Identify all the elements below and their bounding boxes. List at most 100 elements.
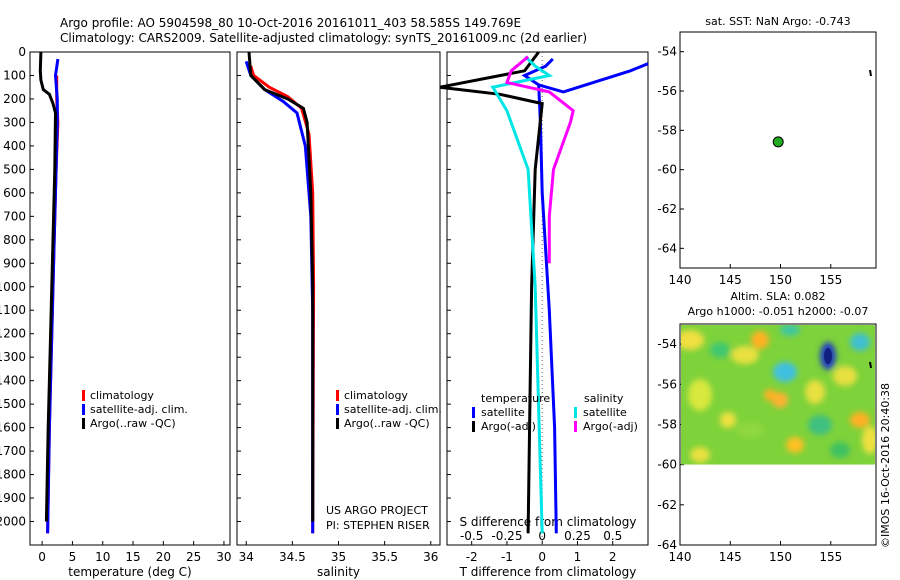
difference-top-label: S difference from climatology	[460, 515, 637, 529]
x-tick-label: 36	[423, 550, 438, 564]
map-y-tick-label: -56	[657, 84, 677, 98]
project-label: US ARGO PROJECT	[326, 504, 428, 517]
sla-subtitle: Argo h1000: -0.051 h2000: -0.07	[688, 305, 869, 318]
map-x-tick-label: 150	[769, 273, 792, 287]
map-y-tick-label: -64	[657, 538, 677, 552]
sla-anomaly-blob	[710, 342, 730, 358]
difference-line-3	[490, 55, 554, 534]
map-y-tick-label: -54	[657, 337, 677, 351]
salinity-line-1	[244, 60, 315, 534]
difference-legend-entry: satellite	[583, 406, 627, 419]
x-tick-label: 15	[125, 550, 140, 564]
difference-legend-swatch	[574, 407, 577, 418]
x-tick-label: -1	[501, 550, 513, 564]
temperature-legend-entry: satellite-adj. clim.	[90, 403, 188, 416]
x-tick-label: 30	[216, 550, 231, 564]
depth-tick-label: 1200	[0, 327, 26, 341]
x-tick-label: 0	[538, 550, 546, 564]
salinity-legend-swatch	[336, 418, 339, 429]
x-tick-label: 25	[186, 550, 201, 564]
salinity-profile-xlabel: salinity	[317, 565, 360, 579]
coast-fragment	[869, 69, 872, 77]
difference-legend-title-t: temperature	[481, 392, 550, 405]
temperature-profile-frame	[29, 51, 231, 546]
depth-tick-label: 100	[3, 68, 26, 82]
sla-anomaly-blob	[690, 447, 710, 463]
map-x-tick-label: 150	[769, 550, 792, 564]
depth-tick-label: 1900	[0, 491, 26, 505]
depth-tick-label: 600	[3, 186, 26, 200]
sla-anomaly-blob	[720, 412, 736, 428]
salinity-legend-swatch	[336, 404, 339, 415]
temperature-legend-swatch	[82, 390, 85, 401]
sla-anomaly-blob	[736, 422, 764, 438]
sla-eddy-core	[824, 348, 832, 364]
temperature-profile-xlabel: temperature (deg C)	[68, 565, 191, 579]
x-tick-label: 10	[95, 550, 110, 564]
depth-tick-label: 1100	[0, 303, 26, 317]
depth-tick-label: 700	[3, 209, 26, 223]
map-y-tick-label: -60	[657, 163, 677, 177]
sla-anomaly-blob	[773, 362, 797, 382]
salinity-line-2	[247, 51, 315, 522]
depth-tick-label: 1800	[0, 468, 26, 482]
difference-line-2	[439, 51, 544, 534]
difference-legend-swatch	[574, 421, 577, 432]
x-tick-label: 34.5	[279, 550, 306, 564]
x-tick-label: 0	[38, 550, 46, 564]
sla-anomaly-blob	[731, 346, 759, 364]
float-position-marker	[772, 136, 784, 148]
sla-field	[681, 325, 875, 465]
imos-timestamp: ©IMOS 16-Oct-2016 20:40:38	[879, 383, 892, 548]
map-y-tick-label: -58	[657, 417, 677, 431]
difference-legend-entry: Argo(-adj)	[481, 420, 536, 433]
sla-title: Altim. SLA: 0.082	[730, 290, 825, 303]
x-tick-label: 1	[574, 550, 582, 564]
sla-anomaly-blob	[751, 331, 769, 349]
temperature-line-2	[38, 51, 58, 522]
x-tick-label: 20	[156, 550, 171, 564]
depth-tick-label: 1600	[0, 421, 26, 435]
salinity-legend-entry: Argo(..raw -QC)	[344, 417, 430, 430]
x-tick-label: -2	[466, 550, 478, 564]
depth-tick-label: 0	[18, 45, 26, 59]
sla-anomaly-blob	[772, 392, 788, 408]
difference-xlabel: T difference from climatology	[459, 565, 637, 579]
depth-tick-label: 1000	[0, 280, 26, 294]
map-x-tick-label: 155	[819, 550, 842, 564]
difference-legend-swatch	[472, 407, 475, 418]
sla-anomaly-blob	[786, 437, 804, 453]
depth-tick-label: 1500	[0, 397, 26, 411]
depth-tick-label: 300	[3, 115, 26, 129]
x-tick-label: 5	[69, 550, 77, 564]
sla-anomaly-blob	[808, 415, 832, 435]
map-y-tick-label: -58	[657, 123, 677, 137]
sla-anomaly-blob	[764, 389, 776, 401]
map-y-tick-label: -54	[657, 45, 677, 59]
map-x-tick-label: 145	[719, 273, 742, 287]
x-tick-label: 35	[331, 550, 346, 564]
sla-anomaly-blob	[681, 330, 704, 350]
sla-anomaly-blob	[805, 380, 825, 404]
temperature-legend-entry: climatology	[90, 389, 154, 402]
depth-tick-label: 1700	[0, 444, 26, 458]
salinity-legend-entry: satellite-adj. clim.	[344, 403, 442, 416]
x-tick-label: 35.5	[371, 550, 398, 564]
s-tick-label: -0.5	[460, 529, 483, 543]
sla-anomaly-blob	[850, 412, 870, 428]
map-y-tick-label: -64	[657, 241, 677, 255]
map-y-tick-label: -62	[657, 498, 677, 512]
sst-map-frame	[679, 31, 877, 269]
x-tick-label: 2	[609, 550, 617, 564]
map-x-tick-label: 140	[669, 550, 692, 564]
sla-anomaly-blob	[688, 379, 712, 411]
sla-anomaly-blob	[833, 366, 857, 386]
difference-legend-entry: satellite	[481, 406, 525, 419]
difference-frame	[446, 51, 649, 546]
plots-layer: 0100200300400500600700800900100011001200…	[0, 15, 877, 579]
depth-tick-label: 200	[3, 92, 26, 106]
sla-map-frame	[679, 323, 877, 546]
climatology-subtitle: Climatology: CARS2009. Satellite-adjuste…	[60, 31, 587, 45]
map-y-tick-label: -62	[657, 202, 677, 216]
